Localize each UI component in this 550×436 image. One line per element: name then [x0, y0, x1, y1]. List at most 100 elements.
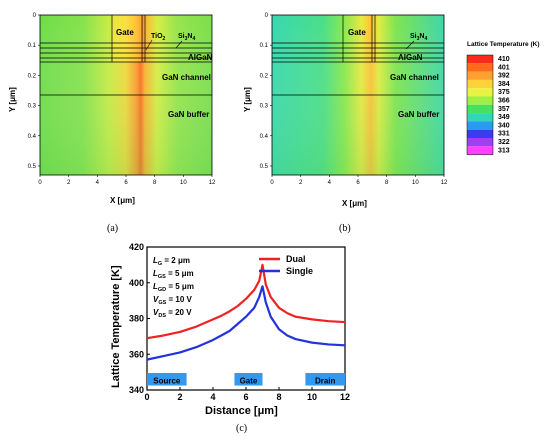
panel-c-series — [146, 263, 346, 361]
param-label: VGS = 10 V — [153, 295, 193, 306]
b-ytick-label: 0.5 — [260, 164, 269, 170]
b-ytick-label: 0.3 — [260, 104, 269, 110]
colorbar-level-label: 331 — [498, 131, 510, 138]
panel-b: Gate Si3N4 AlGaN GaN channel GaN buffer … — [243, 13, 448, 234]
colorbar-swatch — [467, 146, 493, 155]
x-tick-label: 4 — [210, 392, 215, 402]
panel-a-tio2-label: TiO2 — [151, 33, 166, 42]
legend-label-dual: Dual — [286, 254, 306, 264]
panel-c-regions: Source Gate Drain — [147, 373, 345, 386]
colorbar-swatch — [467, 121, 493, 130]
panel-b-buffer-label: GaN buffer — [398, 110, 439, 119]
colorbar-swatch — [467, 96, 493, 105]
panel-a-xticks: 0 2 4 6 8 10 12 — [38, 175, 216, 186]
y-tick-label: 340 — [129, 385, 144, 395]
colorbar-swatch — [467, 71, 493, 80]
panel-a-gate-label: Gate — [116, 28, 134, 37]
gate-region-bar — [234, 373, 263, 386]
a-xtick-label: 4 — [96, 180, 100, 186]
panel-a-channel-label: GaN channel — [162, 73, 211, 82]
colorbar-level-label: 366 — [498, 98, 510, 105]
a-xtick-label: 8 — [153, 180, 157, 186]
y-tick-label: 360 — [129, 349, 144, 359]
panel-b-xticks: 0 2 4 6 8 10 12 — [270, 175, 448, 186]
a-ytick-label: 0.5 — [28, 164, 37, 170]
panel-a: Gate TiO2 Si3N4 AlGaN GaN channel GaN bu… — [8, 13, 216, 234]
b-xtick-label: 0 — [270, 180, 274, 186]
param-label: LGD = 5 μm — [153, 282, 194, 293]
param-label: VDS = 20 V — [153, 308, 192, 319]
a-xtick-label: 10 — [180, 180, 187, 186]
colorbar-swatch — [467, 129, 493, 138]
gate-region-label: Gate — [240, 377, 258, 386]
panel-a-caption: (a) — [107, 223, 118, 234]
legend-label-single: Single — [286, 266, 313, 276]
b-xtick-label: 2 — [299, 180, 303, 186]
x-tick-label: 10 — [307, 392, 317, 402]
panel-b-gate-label: Gate — [348, 28, 366, 37]
b-xtick-label: 10 — [412, 180, 419, 186]
colorbar-level-label: 357 — [498, 106, 510, 113]
colorbar-swatch — [467, 138, 493, 147]
panel-b-algan-label: AlGaN — [398, 53, 423, 62]
a-ytick-label: 0.4 — [28, 134, 37, 140]
a-xtick-label: 12 — [209, 180, 216, 186]
panel-a-gate-metal — [112, 15, 142, 62]
a-xtick-label: 2 — [67, 180, 71, 186]
panel-a-si3n4-arrow — [175, 40, 183, 49]
colorbar-level-label: 313 — [498, 147, 510, 154]
panel-c-legend: Dual Single — [259, 254, 313, 276]
colorbar-title: Lattice Temperature (K) — [467, 41, 539, 48]
a-xtick-label: 0 — [38, 180, 42, 186]
panel-a-ylabel: Y [μm] — [8, 87, 17, 112]
panel-b-xlabel: X [μm] — [342, 199, 367, 208]
colorbar-frame — [466, 54, 494, 155]
panel-a-si3n4-label: Si3N4 — [178, 33, 195, 42]
panel-c: Source Gate Drain 0 2 4 6 8 10 12 340 360 380 400 42… — [110, 242, 350, 434]
colorbar-swatches — [466, 54, 494, 155]
drain-region-label: Drain — [315, 377, 336, 386]
panel-b-layer-lines — [272, 15, 444, 96]
panel-a-layer-lines — [40, 15, 212, 96]
y-tick-label: 380 — [129, 314, 144, 324]
colorbar-swatch — [467, 63, 493, 72]
panel-c-xlabel: Distance [μm] — [205, 405, 278, 417]
a-ytick-label: 0.2 — [28, 73, 37, 79]
b-xtick-label: 4 — [328, 180, 332, 186]
series-single-line — [146, 285, 346, 361]
a-ytick-label: 0.1 — [28, 43, 37, 49]
panel-a-algan-label: AlGaN — [188, 53, 213, 62]
x-tick-label: 12 — [340, 392, 350, 402]
colorbar-swatch — [467, 55, 493, 64]
colorbar-level-label: 410 — [498, 56, 510, 63]
panel-b-si3n4-arrow — [405, 40, 415, 50]
panel-a-buffer-label: GaN buffer — [168, 110, 209, 119]
colorbar-level-label: 349 — [498, 114, 510, 121]
a-ytick-label: 0.3 — [28, 104, 37, 110]
series-dual-line — [146, 263, 346, 340]
panel-c-yticks: 340 360 380 400 420 — [129, 242, 150, 395]
a-xtick-label: 6 — [124, 180, 128, 186]
x-tick-label: 2 — [177, 392, 182, 402]
source-region-bar — [147, 373, 187, 386]
colorbar-level-label: 322 — [498, 139, 510, 146]
colorbar-swatch — [467, 79, 493, 89]
panel-b-yticks: 0 0.1 0.2 0.3 0.4 0.5 — [260, 13, 272, 170]
x-tick-label: 8 — [276, 392, 281, 402]
colorbar-level-label: 340 — [498, 122, 510, 129]
panel-b-channel-label: GaN channel — [390, 73, 439, 82]
panel-a-xlabel: X [μm] — [110, 196, 135, 205]
panel-c-params: LG = 2 μm LGS = 5 μm LGD = 5 μm VGS = 10 V V… — [153, 256, 194, 319]
a-ytick-label: 0 — [33, 13, 37, 19]
colorbar-swatch — [467, 104, 493, 114]
param-label: LGS = 5 μm — [153, 269, 194, 280]
panel-b-caption: (b) — [339, 223, 351, 234]
y-tick-label: 420 — [129, 242, 144, 252]
panel-b-ylabel: Y [μm] — [243, 87, 252, 112]
b-ytick-label: 0.2 — [260, 73, 269, 79]
colorbar-swatch — [467, 113, 493, 122]
x-tick-label: 0 — [144, 392, 149, 402]
panel-c-xticks: 0 2 4 6 8 10 12 — [144, 387, 350, 402]
